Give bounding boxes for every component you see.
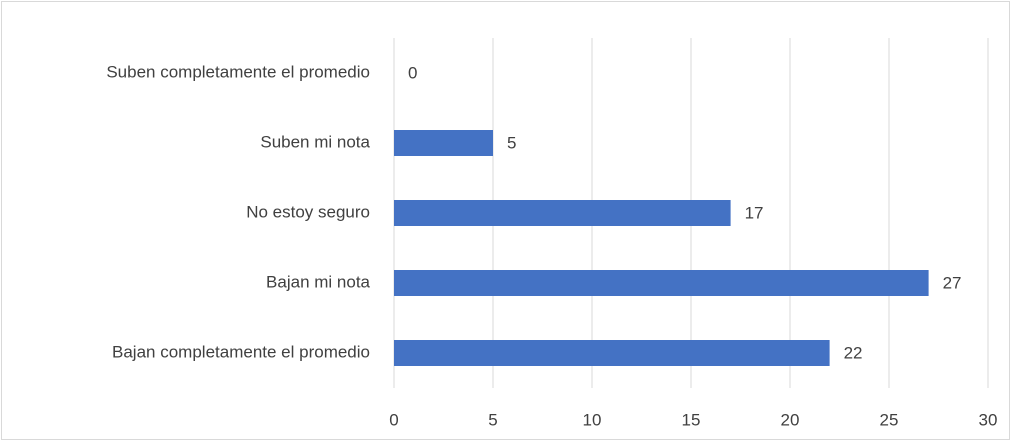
x-tick-label: 15 [682, 410, 701, 429]
x-tick-label: 0 [389, 410, 398, 429]
bar [394, 340, 830, 366]
x-tick-label: 25 [880, 410, 899, 429]
x-tick-label: 30 [979, 410, 998, 429]
bar [394, 200, 731, 226]
y-tick-label: No estoy seguro [246, 202, 370, 221]
data-label: 17 [745, 203, 764, 222]
data-label: 5 [507, 133, 516, 152]
bar [394, 270, 929, 296]
x-tick-label: 5 [488, 410, 497, 429]
data-label: 27 [943, 273, 962, 292]
bar [394, 130, 493, 156]
y-tick-label: Bajan completamente el promedio [112, 342, 370, 361]
x-tick-label: 20 [781, 410, 800, 429]
y-tick-label: Suben mi nota [260, 132, 370, 151]
y-tick-label: Bajan mi nota [266, 272, 370, 291]
data-label: 0 [408, 63, 417, 82]
data-label: 22 [844, 343, 863, 362]
x-tick-label: 10 [583, 410, 602, 429]
y-tick-label: Suben completamente el promedio [106, 62, 370, 81]
